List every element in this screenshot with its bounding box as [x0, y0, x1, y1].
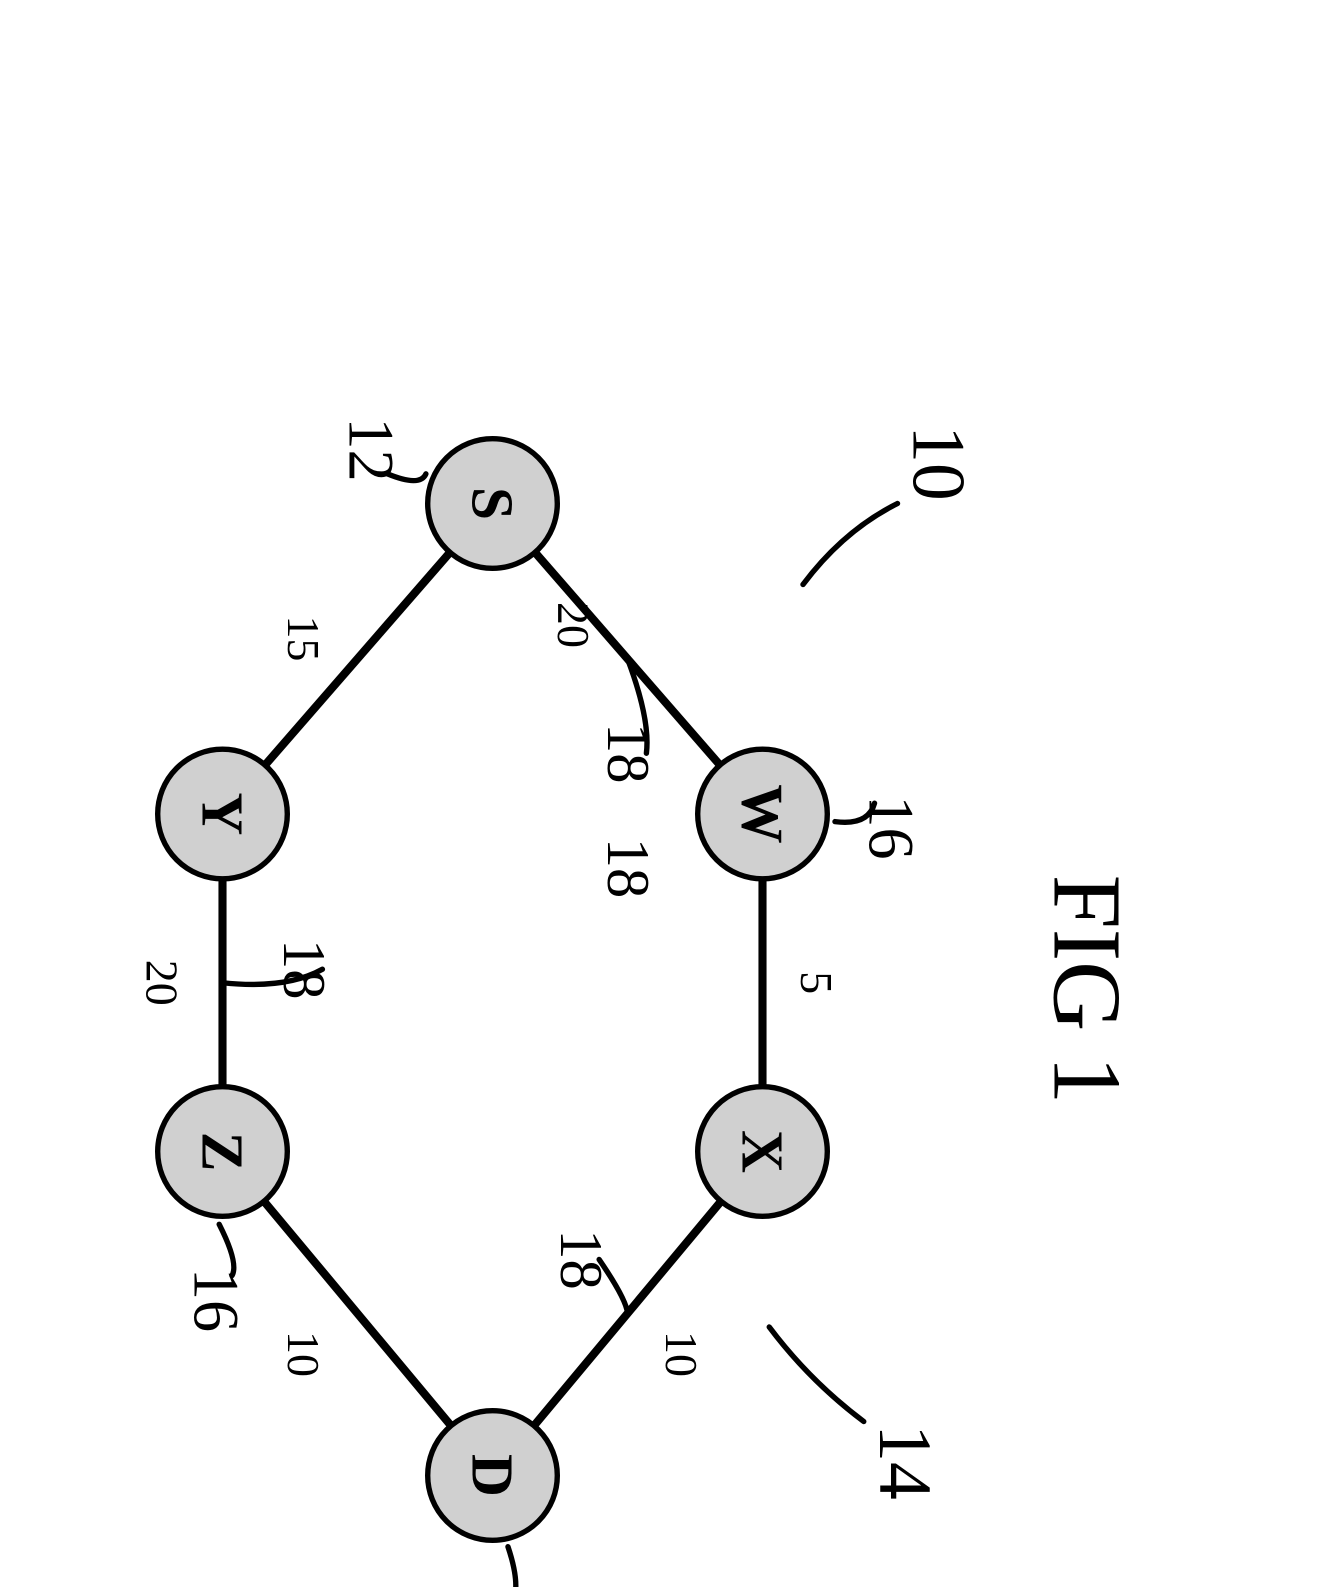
ref-node-D-leader — [508, 1547, 516, 1587]
network-ref-label: 14 — [863, 1424, 946, 1500]
node-S: S — [428, 439, 558, 569]
refs-group: 12 16 16 20 18 18 18 18 — [180, 417, 926, 1587]
nodes-group: S W X Y Z D — [158, 439, 828, 1541]
weight-X-D: 10 — [656, 1331, 707, 1377]
figure-canvas: FIG 1 10 14 SWXYZD 20510152010 121616201… — [0, 0, 1335, 1587]
node-Z-label: Z — [189, 1132, 255, 1172]
node-W-label: W — [730, 784, 796, 843]
overall-ref-leader — [803, 504, 898, 585]
node-D: D — [428, 1411, 558, 1541]
node-X-label: X — [730, 1130, 796, 1173]
node-W: W — [698, 749, 828, 879]
weight-S-Y: 15 — [278, 616, 329, 662]
node-Z: Z — [158, 1087, 288, 1217]
overall-ref-label: 10 — [897, 425, 980, 501]
weights-group: 20 5 10 15 20 10 — [136, 602, 842, 1377]
ref-node-Z: 16 — [180, 1268, 251, 1332]
node-S-label: S — [459, 487, 525, 520]
node-X: X — [698, 1087, 828, 1217]
weight-S-W: 20 — [548, 602, 599, 648]
ref-edge-S-W: 18 — [594, 723, 661, 783]
ref-extra-0: 18 — [594, 838, 661, 898]
network-ref-leader — [769, 1327, 864, 1422]
node-Y: Y — [158, 749, 288, 879]
weight-Z-D: 10 — [278, 1331, 329, 1377]
figure-title: FIG 1 — [1033, 875, 1141, 1105]
weight-W-X: 5 — [791, 971, 842, 994]
rotated-group: FIG 1 10 14 SWXYZD 20510152010 121616201… — [136, 417, 1140, 1587]
weight-Y-Z: 20 — [136, 960, 187, 1006]
node-D-label: D — [459, 1454, 525, 1497]
node-Y-label: Y — [189, 793, 255, 836]
ref-node-S: 12 — [336, 417, 407, 481]
ref-edge-Y-Z: 18 — [270, 939, 337, 999]
ref-node-W: 16 — [855, 795, 926, 859]
ref-edge-X-D: 18 — [547, 1229, 614, 1289]
